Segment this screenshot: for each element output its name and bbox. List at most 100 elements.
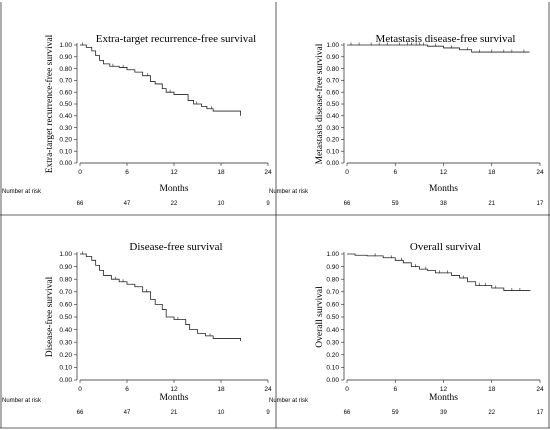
x-axis-label: Months xyxy=(159,184,188,194)
y-tick-label: 0.90 xyxy=(326,54,339,61)
y-tick-label: 0.70 xyxy=(326,289,339,296)
survival-curve xyxy=(80,44,241,116)
y-tick-label: 1.00 xyxy=(326,42,339,49)
x-tick-label: 18 xyxy=(488,386,496,393)
x-tick-label: 18 xyxy=(217,169,225,176)
x-tick-label: 0 xyxy=(345,386,349,393)
risk-count: 39 xyxy=(440,410,447,416)
y-tick-label: 0.20 xyxy=(59,352,72,359)
y-tick-label: 0.00 xyxy=(59,160,72,167)
risk-count: 21 xyxy=(171,410,178,416)
x-tick-label: 0 xyxy=(345,169,349,176)
x-tick-label: 24 xyxy=(264,386,272,393)
panel-4: Overall survival 0.00 0.10 0.20 0.30 0.40 0.50… xyxy=(269,241,544,416)
x-tick-label: 6 xyxy=(393,386,397,393)
y-tick-label: 0.00 xyxy=(326,160,339,167)
panel-title: Disease-free survival xyxy=(129,241,222,253)
y-tick-label: 0.60 xyxy=(326,302,339,309)
x-tick-label: 12 xyxy=(170,386,178,393)
survival-curve xyxy=(347,44,530,53)
y-axis-label: Extra-target recurrence-free survival xyxy=(44,34,55,173)
y-tick-label: 0.10 xyxy=(326,148,339,155)
risk-count: 38 xyxy=(440,201,447,207)
x-axis-label: Months xyxy=(429,184,458,194)
risk-count: 59 xyxy=(392,410,399,416)
y-tick-label: 0.60 xyxy=(59,302,72,309)
y-axis-label: Disease-free survival xyxy=(44,276,55,357)
y-tick-label: 0.20 xyxy=(326,352,339,359)
x-axis-label: Months xyxy=(159,393,188,403)
risk-count: 9 xyxy=(266,201,270,207)
risk-count: 66 xyxy=(344,201,351,207)
risk-count: 10 xyxy=(218,201,225,207)
y-tick-label: 1.00 xyxy=(59,42,72,49)
y-tick-label: 0.30 xyxy=(326,125,339,132)
y-tick-label: 0.40 xyxy=(59,113,72,120)
risk-count: 66 xyxy=(77,410,84,416)
x-tick-label: 6 xyxy=(393,169,397,176)
y-tick-label: 0.80 xyxy=(326,276,339,283)
risk-count: 66 xyxy=(77,201,84,207)
y-tick-label: 1.00 xyxy=(326,251,339,258)
risk-table-label: Number at risk xyxy=(269,189,309,195)
y-tick-label: 0.70 xyxy=(326,78,339,85)
x-tick-label: 18 xyxy=(217,386,225,393)
y-tick-label: 0.80 xyxy=(59,66,72,73)
y-tick-label: 0.60 xyxy=(326,89,339,96)
y-tick-label: 0.70 xyxy=(59,78,72,85)
risk-count: 17 xyxy=(537,410,544,416)
survival-curve xyxy=(347,253,531,291)
risk-count: 66 xyxy=(344,410,351,416)
y-tick-label: 1.00 xyxy=(59,251,72,258)
risk-table-label: Number at risk xyxy=(269,398,309,404)
x-tick-label: 0 xyxy=(78,386,82,393)
risk-count: 47 xyxy=(124,201,131,207)
y-tick-label: 0.00 xyxy=(326,377,339,384)
survival-curve xyxy=(80,253,241,341)
panel-title: Overall survival xyxy=(410,241,481,253)
y-tick-label: 0.40 xyxy=(326,113,339,120)
risk-count: 47 xyxy=(124,410,131,416)
y-tick-label: 0.20 xyxy=(59,137,72,144)
x-tick-label: 6 xyxy=(125,169,129,176)
y-tick-label: 0.10 xyxy=(59,148,72,155)
y-tick-label: 0.40 xyxy=(59,327,72,334)
panel-1: Extra-target recurrence-free survival 0.0… xyxy=(2,33,272,207)
x-tick-label: 24 xyxy=(536,169,544,176)
y-tick-label: 0.80 xyxy=(326,66,339,73)
y-axis-label: Overall survival xyxy=(315,286,325,348)
risk-count: 17 xyxy=(537,201,544,207)
y-tick-label: 0.10 xyxy=(326,365,339,372)
risk-count: 10 xyxy=(218,410,225,416)
panel-title: Extra-target recurrence-free survival xyxy=(96,33,256,45)
x-tick-label: 6 xyxy=(125,386,129,393)
y-tick-label: 0.40 xyxy=(326,327,339,334)
risk-count: 21 xyxy=(488,201,495,207)
panel-2: Metastasis disease-free survival 0.00 0.10… xyxy=(269,33,544,207)
y-tick-label: 0.90 xyxy=(59,264,72,271)
y-tick-label: 0.50 xyxy=(59,314,72,321)
x-tick-label: 12 xyxy=(170,169,178,176)
y-tick-label: 0.50 xyxy=(326,101,339,108)
y-tick-label: 0.50 xyxy=(59,101,72,108)
risk-table-label: Number at risk xyxy=(2,189,42,195)
x-tick-label: 24 xyxy=(536,386,544,393)
y-tick-label: 0.20 xyxy=(326,137,339,144)
y-tick-label: 0.10 xyxy=(59,365,72,372)
y-tick-label: 0.80 xyxy=(59,276,72,283)
risk-count: 9 xyxy=(266,410,270,416)
x-tick-label: 12 xyxy=(440,386,448,393)
risk-count: 22 xyxy=(488,410,495,416)
x-tick-label: 24 xyxy=(264,169,272,176)
y-tick-label: 0.30 xyxy=(59,339,72,346)
y-tick-label: 0.30 xyxy=(326,339,339,346)
y-tick-label: 0.90 xyxy=(59,54,72,61)
y-tick-label: 0.30 xyxy=(59,125,72,132)
panel-title: Metastasis disease-free survival xyxy=(376,33,516,45)
x-tick-label: 12 xyxy=(440,169,448,176)
risk-count: 22 xyxy=(171,201,178,207)
y-tick-label: 0.50 xyxy=(326,314,339,321)
risk-count: 59 xyxy=(392,201,399,207)
x-axis-label: Months xyxy=(429,393,458,403)
